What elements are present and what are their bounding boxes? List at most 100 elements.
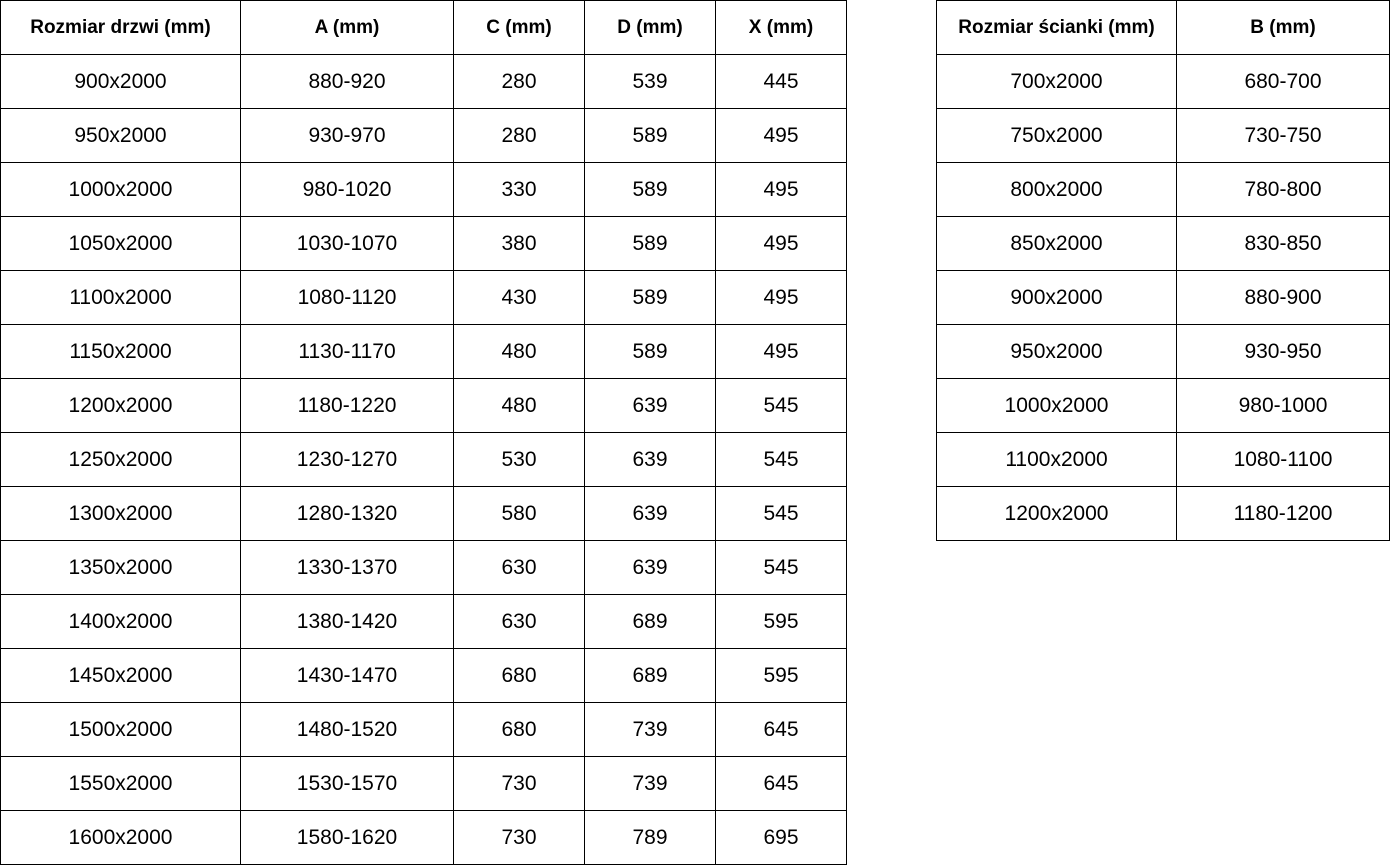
table-cell: 595 xyxy=(715,594,847,649)
table-cell: 589 xyxy=(584,162,716,217)
column-header: Rozmiar drzwi (mm) xyxy=(0,0,241,55)
table-cell: 1100x2000 xyxy=(936,432,1177,487)
table-cell: 1200x2000 xyxy=(936,486,1177,541)
table-cell: 545 xyxy=(715,432,847,487)
table-cell: 950x2000 xyxy=(936,324,1177,379)
column-header: C (mm) xyxy=(453,0,585,55)
table-row: 750x2000 730-750 xyxy=(936,108,1390,163)
table-row: 1400x2000 1380-1420 630 689 595 xyxy=(0,594,847,649)
column-header: X (mm) xyxy=(715,0,847,55)
table-cell: 730 xyxy=(453,810,585,865)
table-row: 950x2000 930-950 xyxy=(936,324,1390,379)
table-cell: 739 xyxy=(584,702,716,757)
table-cell: 1550x2000 xyxy=(0,756,241,811)
table-cell: 1430-1470 xyxy=(240,648,454,703)
table-cell: 1530-1570 xyxy=(240,756,454,811)
table-row: 950x2000 930-970 280 589 495 xyxy=(0,108,847,163)
table-cell: 630 xyxy=(453,594,585,649)
table-cell: 1350x2000 xyxy=(0,540,241,595)
table-cell: 780-800 xyxy=(1176,162,1390,217)
table-cell: 1480-1520 xyxy=(240,702,454,757)
table-cell: 480 xyxy=(453,378,585,433)
table-row: 900x2000 880-920 280 539 445 xyxy=(0,54,847,109)
table-cell: 1180-1200 xyxy=(1176,486,1390,541)
table-cell: 630 xyxy=(453,540,585,595)
table-row: 1050x2000 1030-1070 380 589 495 xyxy=(0,216,847,271)
table-cell: 1150x2000 xyxy=(0,324,241,379)
door-size-table: Rozmiar drzwi (mm) A (mm) C (mm) D (mm) X (m… xyxy=(0,0,847,865)
table-cell: 530 xyxy=(453,432,585,487)
table-row: 1200x2000 1180-1220 480 639 545 xyxy=(0,378,847,433)
table-cell: 1180-1220 xyxy=(240,378,454,433)
table-cell: 280 xyxy=(453,54,585,109)
table-row: 1450x2000 1430-1470 680 689 595 xyxy=(0,648,847,703)
table-cell: 1280-1320 xyxy=(240,486,454,541)
table-cell: 1380-1420 xyxy=(240,594,454,649)
table-row: 1350x2000 1330-1370 630 639 545 xyxy=(0,540,847,595)
table-cell: 580 xyxy=(453,486,585,541)
table-cell: 545 xyxy=(715,540,847,595)
table-cell: 480 xyxy=(453,324,585,379)
table-cell: 280 xyxy=(453,108,585,163)
table-row: 1100x2000 1080-1120 430 589 495 xyxy=(0,270,847,325)
table-cell: 1230-1270 xyxy=(240,432,454,487)
table-cell: 750x2000 xyxy=(936,108,1177,163)
table-cell: 445 xyxy=(715,54,847,109)
table-cell: 680-700 xyxy=(1176,54,1390,109)
table-cell: 1130-1170 xyxy=(240,324,454,379)
table-cell: 589 xyxy=(584,324,716,379)
table-cell: 930-950 xyxy=(1176,324,1390,379)
table-cell: 730-750 xyxy=(1176,108,1390,163)
table-cell: 1080-1100 xyxy=(1176,432,1390,487)
table-cell: 980-1020 xyxy=(240,162,454,217)
table-cell: 495 xyxy=(715,162,847,217)
wall-size-table: Rozmiar ścianki (mm) B (mm) 700x2000 680-7… xyxy=(936,0,1390,541)
table-row: 700x2000 680-700 xyxy=(936,54,1390,109)
table-cell: 545 xyxy=(715,486,847,541)
table-cell: 380 xyxy=(453,216,585,271)
table-cell: 1250x2000 xyxy=(0,432,241,487)
table-cell: 739 xyxy=(584,756,716,811)
table-row: 850x2000 830-850 xyxy=(936,216,1390,271)
table-cell: 730 xyxy=(453,756,585,811)
table-cell: 1100x2000 xyxy=(0,270,241,325)
table-cell: 1200x2000 xyxy=(0,378,241,433)
column-header: A (mm) xyxy=(240,0,454,55)
table-cell: 430 xyxy=(453,270,585,325)
table-cell: 1050x2000 xyxy=(0,216,241,271)
column-header: B (mm) xyxy=(1176,0,1390,55)
table-cell: 1600x2000 xyxy=(0,810,241,865)
table-cell: 680 xyxy=(453,648,585,703)
table-cell: 545 xyxy=(715,378,847,433)
table-row: 1300x2000 1280-1320 580 639 545 xyxy=(0,486,847,541)
table-cell: 800x2000 xyxy=(936,162,1177,217)
table-row: 1550x2000 1530-1570 730 739 645 xyxy=(0,756,847,811)
table-row: 900x2000 880-900 xyxy=(936,270,1390,325)
column-header: D (mm) xyxy=(584,0,716,55)
table-cell: 1080-1120 xyxy=(240,270,454,325)
table-cell: 1300x2000 xyxy=(0,486,241,541)
table-cell: 589 xyxy=(584,108,716,163)
table-cell: 495 xyxy=(715,270,847,325)
table-cell: 639 xyxy=(584,378,716,433)
table-row: 1000x2000 980-1020 330 589 495 xyxy=(0,162,847,217)
table-row: 1600x2000 1580-1620 730 789 695 xyxy=(0,810,847,865)
table-cell: 950x2000 xyxy=(0,108,241,163)
table-row: 1500x2000 1480-1520 680 739 645 xyxy=(0,702,847,757)
table-cell: 1400x2000 xyxy=(0,594,241,649)
table-row: 800x2000 780-800 xyxy=(936,162,1390,217)
table-cell: 1330-1370 xyxy=(240,540,454,595)
table-cell: 595 xyxy=(715,648,847,703)
table-cell: 689 xyxy=(584,594,716,649)
table-cell: 645 xyxy=(715,702,847,757)
table-cell: 495 xyxy=(715,216,847,271)
table-row: 1100x2000 1080-1100 xyxy=(936,432,1390,487)
table-cell: 1000x2000 xyxy=(0,162,241,217)
table-row: 1150x2000 1130-1170 480 589 495 xyxy=(0,324,847,379)
table-cell: 539 xyxy=(584,54,716,109)
table-cell: 1030-1070 xyxy=(240,216,454,271)
table-cell: 980-1000 xyxy=(1176,378,1390,433)
table-cell: 900x2000 xyxy=(0,54,241,109)
header-row: Rozmiar ścianki (mm) B (mm) xyxy=(936,0,1390,55)
table-cell: 1000x2000 xyxy=(936,378,1177,433)
